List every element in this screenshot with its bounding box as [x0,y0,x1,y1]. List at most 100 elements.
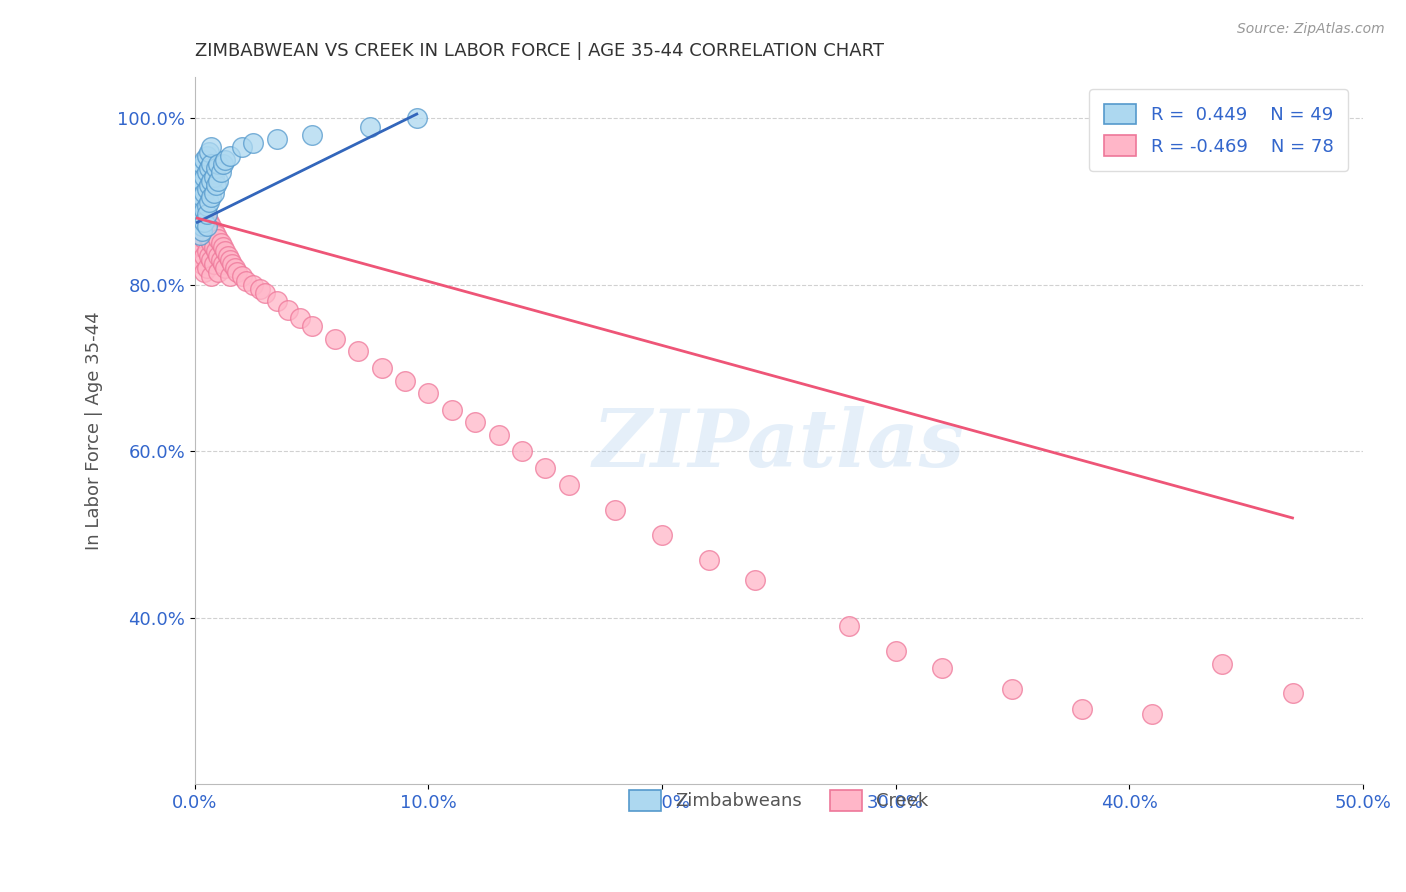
Point [1142,706,1164,721]
Point [188,161,211,176]
Point [217,249,239,263]
Point [242,277,264,292]
Point [205,178,228,192]
Point [212,157,235,171]
Point [200,140,222,154]
Point [253,286,276,301]
Point [235,274,257,288]
Point [651,527,673,541]
Point [188,227,211,242]
Point [191,190,214,204]
Point [202,257,225,271]
Point [394,374,416,388]
Point [193,153,215,167]
Point [195,219,218,234]
Point [231,269,253,284]
Point [440,402,463,417]
Point [347,344,370,359]
Point [323,332,346,346]
Point [207,265,229,279]
Point [198,249,221,263]
Point [205,161,228,176]
Point [195,261,218,276]
Point [359,120,381,134]
Point [200,190,222,204]
Point [191,257,214,271]
Point [191,224,214,238]
Point [193,215,215,229]
Point [198,215,221,229]
Point [188,219,211,234]
Point [186,199,208,213]
Point [1281,686,1303,700]
Point [221,257,243,271]
Point [371,361,394,376]
Point [205,227,228,242]
Point [186,215,208,229]
Point [207,249,229,263]
Text: ZIPatlas: ZIPatlas [593,406,965,483]
Point [188,194,211,209]
Point [226,265,249,279]
Point [198,232,221,246]
Point [200,219,222,234]
Point [202,169,225,184]
Point [191,207,214,221]
Point [195,182,218,196]
Point [191,224,214,238]
Point [198,178,221,192]
Point [288,311,311,326]
Point [200,174,222,188]
Point [188,202,211,217]
Text: ZIMBABWEAN VS CREEK IN LABOR FORCE | AGE 35-44 CORRELATION CHART: ZIMBABWEAN VS CREEK IN LABOR FORCE | AGE… [195,42,884,60]
Point [418,386,440,401]
Point [191,174,214,188]
Point [1071,702,1094,716]
Point [219,149,242,163]
Point [207,174,229,188]
Point [1211,657,1233,671]
Point [202,186,225,201]
Point [838,619,860,633]
Point [697,552,720,566]
Point [188,252,211,267]
Point [193,232,215,246]
Point [214,244,236,259]
Point [195,244,218,259]
Point [209,236,232,251]
Point [200,252,222,267]
Point [488,427,510,442]
Point [219,252,242,267]
Point [191,207,214,221]
Point [249,282,271,296]
Point [186,215,208,229]
Point [744,574,766,588]
Point [202,224,225,238]
Text: Source: ZipAtlas.com: Source: ZipAtlas.com [1237,22,1385,37]
Point [195,165,218,179]
Point [200,236,222,251]
Point [510,444,533,458]
Point [884,644,907,658]
Point [277,302,299,317]
Point [195,211,218,226]
Point [193,169,215,184]
Point [200,157,222,171]
Point [931,661,953,675]
Point [191,240,214,254]
Point [205,244,228,259]
Point [188,236,211,251]
Point [557,477,579,491]
Point [193,202,215,217]
Point [195,207,218,221]
Point [209,252,232,267]
Point [198,145,221,159]
Point [219,269,242,284]
Point [193,186,215,201]
Point [266,132,288,146]
Point [195,199,218,213]
Point [405,112,427,126]
Point [198,194,221,209]
Point [202,240,225,254]
Point [195,149,218,163]
